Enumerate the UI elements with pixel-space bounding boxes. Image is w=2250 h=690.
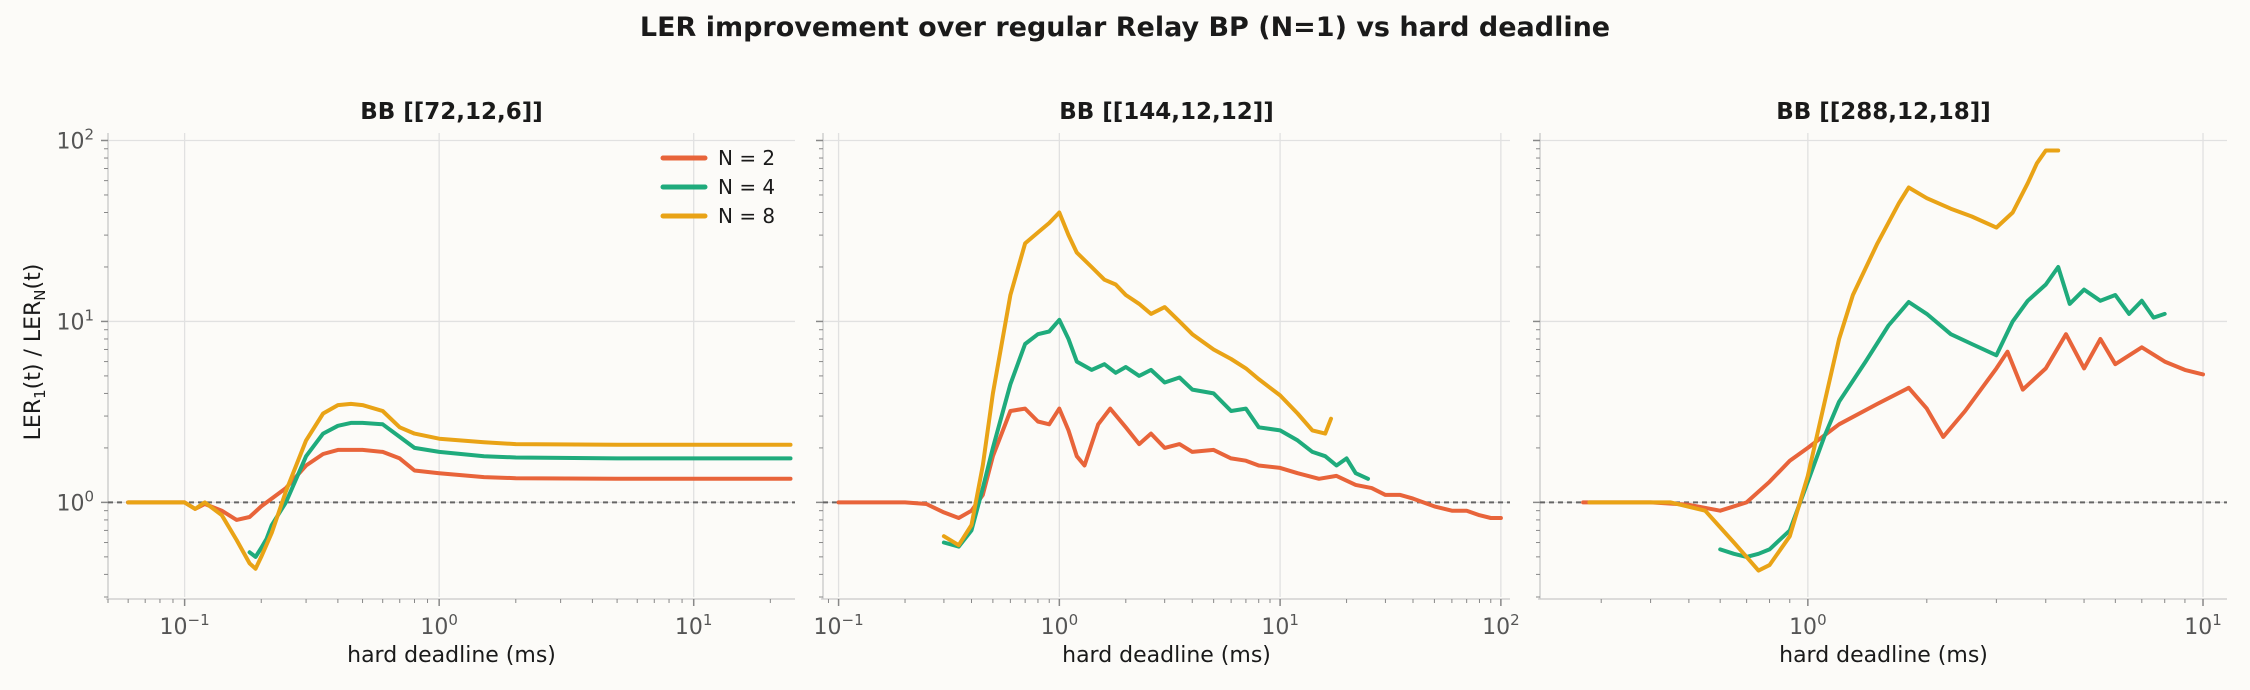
- y-tick-exponent: 2: [84, 125, 94, 143]
- y-tick-exponent: 0: [84, 487, 94, 505]
- series-line-n2: [1581, 332, 2205, 513]
- x-axis-label: hard deadline (ms): [1062, 643, 1271, 668]
- y-axis-label-mid: (t) / LER: [21, 301, 46, 390]
- x-tick-exponent: 1: [1289, 611, 1299, 629]
- x-tick-exponent: 1: [2212, 611, 2222, 629]
- series-line-n4: [1718, 265, 2167, 559]
- y-tick-label: 102: [56, 125, 94, 154]
- x-tick-label: 10−1: [160, 611, 210, 640]
- series-line-n8: [126, 401, 793, 571]
- x-tick-exponent: 0: [448, 611, 458, 629]
- x-tick-label: 100: [1789, 611, 1827, 640]
- y-axis-label: LER1(t) / LERN(t): [21, 264, 49, 441]
- y-tick-base: 10: [56, 129, 84, 154]
- x-tick-label: 101: [2184, 611, 2222, 640]
- x-tick-exponent: 0: [1817, 611, 1827, 629]
- figure-title: LER improvement over regular Relay BP (N…: [640, 12, 1610, 43]
- x-tick-base: 10: [420, 615, 448, 640]
- x-tick-base: 10: [1261, 615, 1289, 640]
- panel-title: BB [[288,12,18]]: [1776, 99, 1991, 125]
- series-line-n8: [1587, 148, 2061, 573]
- x-tick-label: 100: [1041, 611, 1079, 640]
- legend-entry: N = 8: [718, 204, 775, 228]
- series-line-n2: [126, 447, 793, 522]
- series-line-n8: [941, 210, 1333, 548]
- y-tick-base: 10: [56, 310, 84, 335]
- y-tick-label: 101: [56, 306, 94, 335]
- x-tick-base: 10: [1041, 615, 1069, 640]
- y-axis-label-post: (t): [21, 264, 46, 290]
- x-tick-label: 10−1: [814, 611, 864, 640]
- x-tick-base: 10: [1482, 615, 1510, 640]
- x-tick-base: 10: [814, 615, 842, 640]
- legend-entry: N = 4: [718, 175, 775, 199]
- x-tick-label: 100: [420, 611, 458, 640]
- y-tick-label: 100: [56, 487, 94, 516]
- y-axis-label-sub1: 1: [31, 389, 49, 399]
- x-tick-label: 101: [675, 611, 713, 640]
- x-tick-label: 101: [1261, 611, 1299, 640]
- series-line-n4: [941, 317, 1370, 549]
- x-tick-base: 10: [675, 615, 703, 640]
- series-line-n4: [247, 420, 793, 559]
- y-axis-label-sub2: N: [31, 289, 49, 300]
- x-tick-exponent: −1: [188, 611, 210, 629]
- panel-title: BB [[144,12,12]]: [1059, 99, 1274, 125]
- legend-entry: N = 2: [718, 146, 775, 170]
- x-tick-base: 10: [1789, 615, 1817, 640]
- x-tick-exponent: 1: [703, 611, 713, 629]
- x-tick-exponent: −1: [842, 611, 864, 629]
- x-axis-label: hard deadline (ms): [347, 643, 556, 668]
- panel-title: BB [[72,12,6]]: [360, 99, 543, 125]
- y-tick-base: 10: [56, 491, 84, 516]
- x-tick-base: 10: [160, 615, 188, 640]
- x-tick-exponent: 2: [1510, 611, 1520, 629]
- x-axis-label: hard deadline (ms): [1779, 643, 1988, 668]
- x-tick-exponent: 0: [1069, 611, 1079, 629]
- x-tick-label: 102: [1482, 611, 1520, 640]
- y-tick-exponent: 1: [84, 306, 94, 324]
- y-axis-label-pre: LER: [21, 399, 46, 440]
- legend: N = 2 N = 4 N = 8: [660, 146, 775, 228]
- x-tick-base: 10: [2184, 615, 2212, 640]
